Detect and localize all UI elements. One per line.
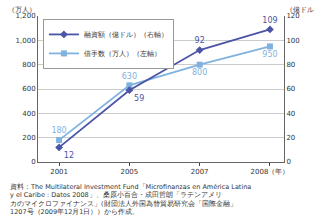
svg-text:400: 400 [22, 110, 35, 118]
svg-text:180: 180 [51, 126, 66, 135]
svg-text:950: 950 [262, 50, 277, 59]
svg-text:1,200: 1,200 [16, 12, 36, 20]
svg-text:融資額（億ドル）（右軸）: 融資額（億ドル）（右軸） [84, 31, 168, 39]
svg-text:1,000: 1,000 [16, 37, 36, 45]
svg-text:12: 12 [64, 151, 74, 160]
svg-text:資料：The Multilateral Investment: 資料：The Multilateral Investment Fund「Micr… [10, 183, 251, 216]
svg-text:109: 109 [262, 16, 277, 25]
svg-text:2008（年）: 2008（年） [251, 168, 290, 176]
svg-text:0: 0 [286, 158, 290, 166]
svg-text:（億ドル）: （億ドル） [286, 6, 314, 14]
svg-text:800: 800 [22, 61, 35, 69]
svg-text:100: 100 [286, 37, 299, 45]
svg-text:2007: 2007 [191, 168, 209, 176]
svg-text:800: 800 [192, 68, 207, 77]
svg-text:200: 200 [22, 134, 35, 142]
svg-text:20: 20 [286, 134, 295, 142]
svg-text:借手数（万人）（左軸）: 借手数（万人）（左軸） [84, 50, 161, 58]
svg-text:0: 0 [31, 158, 35, 166]
svg-text:（万人）: （万人） [8, 6, 36, 14]
svg-text:2001: 2001 [50, 168, 68, 176]
svg-text:2005: 2005 [120, 168, 138, 176]
svg-text:40: 40 [286, 110, 295, 118]
svg-text:600: 600 [22, 85, 35, 93]
svg-text:630: 630 [122, 72, 137, 81]
svg-text:59: 59 [134, 94, 144, 103]
svg-text:92: 92 [195, 36, 205, 45]
svg-text:120: 120 [286, 12, 299, 20]
svg-text:80: 80 [286, 61, 295, 69]
svg-text:60: 60 [286, 85, 295, 93]
